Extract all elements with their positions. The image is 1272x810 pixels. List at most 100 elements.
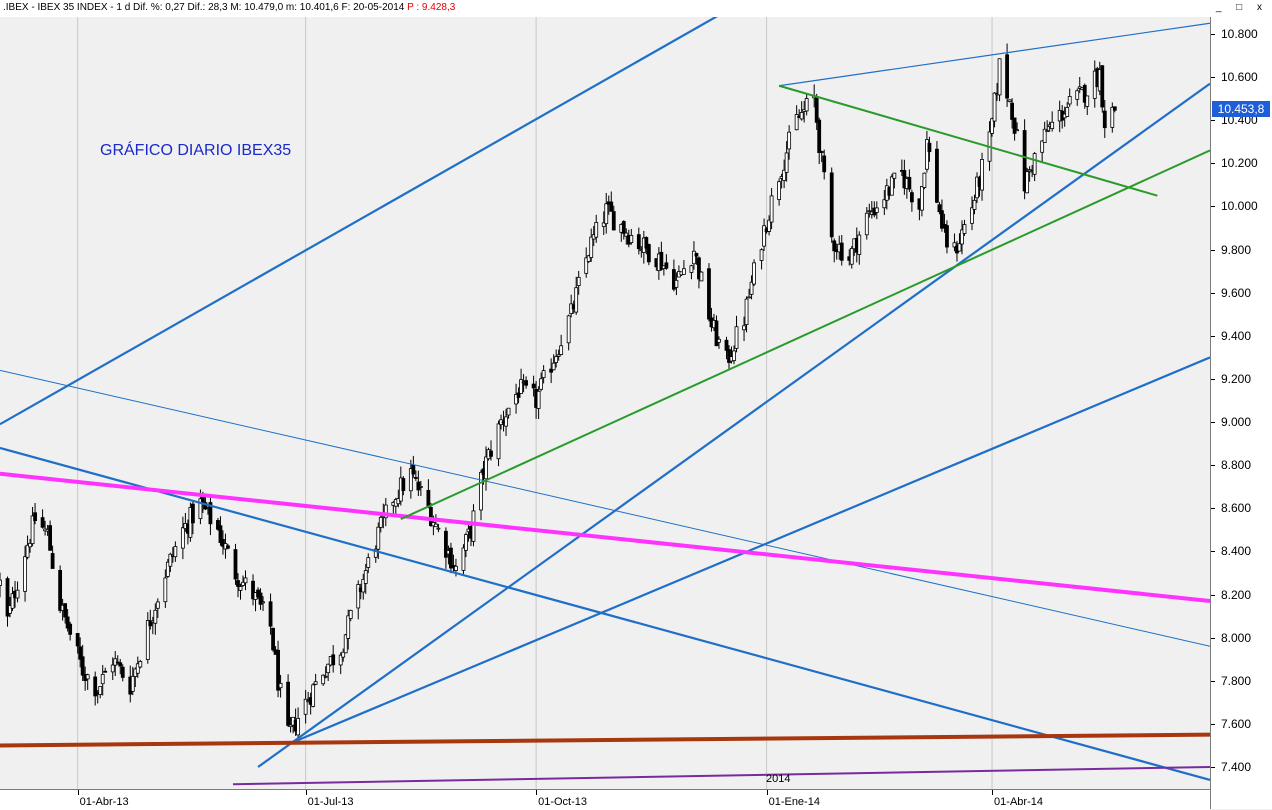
candle-body bbox=[464, 534, 468, 551]
candle-body bbox=[682, 268, 686, 275]
candle-body bbox=[1050, 121, 1055, 129]
candle-body bbox=[444, 530, 448, 558]
candle-body bbox=[549, 368, 554, 373]
candle-body bbox=[323, 675, 328, 678]
candle-body bbox=[707, 268, 711, 320]
candle-body bbox=[759, 249, 764, 261]
candle-body bbox=[586, 255, 591, 262]
y-tick-mark bbox=[1211, 206, 1215, 208]
candle-body bbox=[601, 222, 606, 227]
date-axis[interactable]: 01-Abr-13 01-Jul-13 01-Oct-13 01-Ene-14 01-A… bbox=[0, 789, 1210, 810]
candle-body bbox=[33, 512, 37, 521]
window-buttons[interactable]: _ □ x bbox=[1215, 2, 1268, 13]
candle-body bbox=[241, 581, 245, 586]
candle-body bbox=[145, 620, 150, 660]
year-label: 2014 bbox=[766, 773, 791, 785]
candle-body bbox=[576, 276, 581, 287]
y-tick-label: 8.600 bbox=[1221, 501, 1252, 516]
candle-body bbox=[975, 176, 979, 199]
candle-body bbox=[822, 155, 827, 173]
candle-body bbox=[794, 114, 799, 131]
candle-body bbox=[922, 172, 927, 188]
candle-body bbox=[0, 579, 2, 586]
candle-body bbox=[747, 296, 751, 299]
y-tick-mark bbox=[1211, 249, 1215, 251]
y-tick-mark bbox=[1211, 163, 1215, 165]
trendline bbox=[232, 766, 1210, 786]
candle-body bbox=[78, 646, 83, 660]
candle-body bbox=[814, 98, 819, 123]
candle-body bbox=[58, 569, 63, 611]
candle-body bbox=[243, 577, 248, 584]
candle-body bbox=[889, 176, 894, 196]
x-tick-mark bbox=[77, 790, 79, 795]
candle-body bbox=[646, 244, 651, 263]
candle-body bbox=[408, 468, 413, 492]
candle-body bbox=[361, 578, 366, 593]
candle-body bbox=[75, 632, 80, 647]
candle-body bbox=[348, 609, 353, 619]
trendline bbox=[0, 471, 1210, 603]
candle-body bbox=[594, 222, 599, 238]
candle-body bbox=[556, 354, 561, 357]
candle-body bbox=[867, 210, 872, 213]
candle-body bbox=[221, 539, 225, 547]
candle-body bbox=[236, 580, 240, 587]
candle-body bbox=[261, 601, 265, 604]
candle-body bbox=[1112, 106, 1117, 111]
candle-body bbox=[536, 390, 541, 409]
candle-body bbox=[1032, 153, 1037, 175]
candle-body bbox=[744, 298, 749, 325]
candle-body bbox=[952, 242, 957, 248]
candle-body bbox=[48, 525, 53, 551]
price-axis[interactable]: 7.400 7.600 7.800 8.000 8.200 8.400 8.600 8.800… bbox=[1210, 17, 1272, 809]
candle-body bbox=[874, 207, 879, 213]
trendline bbox=[295, 356, 1210, 743]
candle-body bbox=[621, 221, 626, 234]
candle-body bbox=[589, 236, 594, 258]
candle-body bbox=[110, 664, 115, 673]
candle-body bbox=[777, 181, 782, 200]
candle-body bbox=[514, 393, 518, 405]
candle-body bbox=[5, 578, 10, 617]
candle-body bbox=[1075, 90, 1080, 100]
candle-body bbox=[418, 486, 423, 488]
candle-body bbox=[960, 229, 964, 245]
candle-body bbox=[50, 553, 55, 569]
candle-body bbox=[63, 603, 68, 618]
candle-body bbox=[40, 517, 45, 528]
trendline bbox=[0, 17, 718, 426]
candle-body bbox=[551, 362, 556, 371]
candle-body bbox=[321, 674, 326, 685]
y-tick-label: 8.400 bbox=[1221, 544, 1252, 559]
candle-body bbox=[428, 507, 433, 526]
candle-body bbox=[699, 271, 704, 282]
candle-body bbox=[1082, 84, 1087, 103]
x-tick-label: 01-Abr-14 bbox=[994, 796, 1043, 808]
candle-body bbox=[30, 515, 35, 545]
y-tick-label: 7.800 bbox=[1221, 673, 1252, 688]
candle-body bbox=[907, 176, 912, 190]
candle-body bbox=[945, 225, 949, 248]
candle-body bbox=[727, 349, 731, 363]
candle-body bbox=[268, 601, 273, 627]
candle-body bbox=[471, 510, 476, 542]
candle-body bbox=[909, 192, 914, 203]
candle-body bbox=[857, 234, 862, 255]
y-tick-mark bbox=[1211, 723, 1215, 725]
candle-body bbox=[168, 553, 173, 567]
candle-body bbox=[80, 656, 85, 676]
candle-body bbox=[313, 681, 318, 685]
candle-body bbox=[752, 262, 756, 285]
candle-body bbox=[664, 262, 669, 269]
plot-area[interactable]: GRÁFICO DIARIO IBEX35 bbox=[0, 17, 1210, 789]
candle-body bbox=[1085, 95, 1090, 107]
y-tick-mark bbox=[1211, 465, 1215, 467]
trendline bbox=[779, 22, 1210, 87]
candle-body bbox=[489, 450, 493, 457]
candle-body bbox=[180, 527, 185, 549]
candle-body bbox=[920, 185, 924, 211]
candle-body bbox=[749, 281, 754, 295]
y-tick-label: 7.600 bbox=[1221, 716, 1252, 731]
